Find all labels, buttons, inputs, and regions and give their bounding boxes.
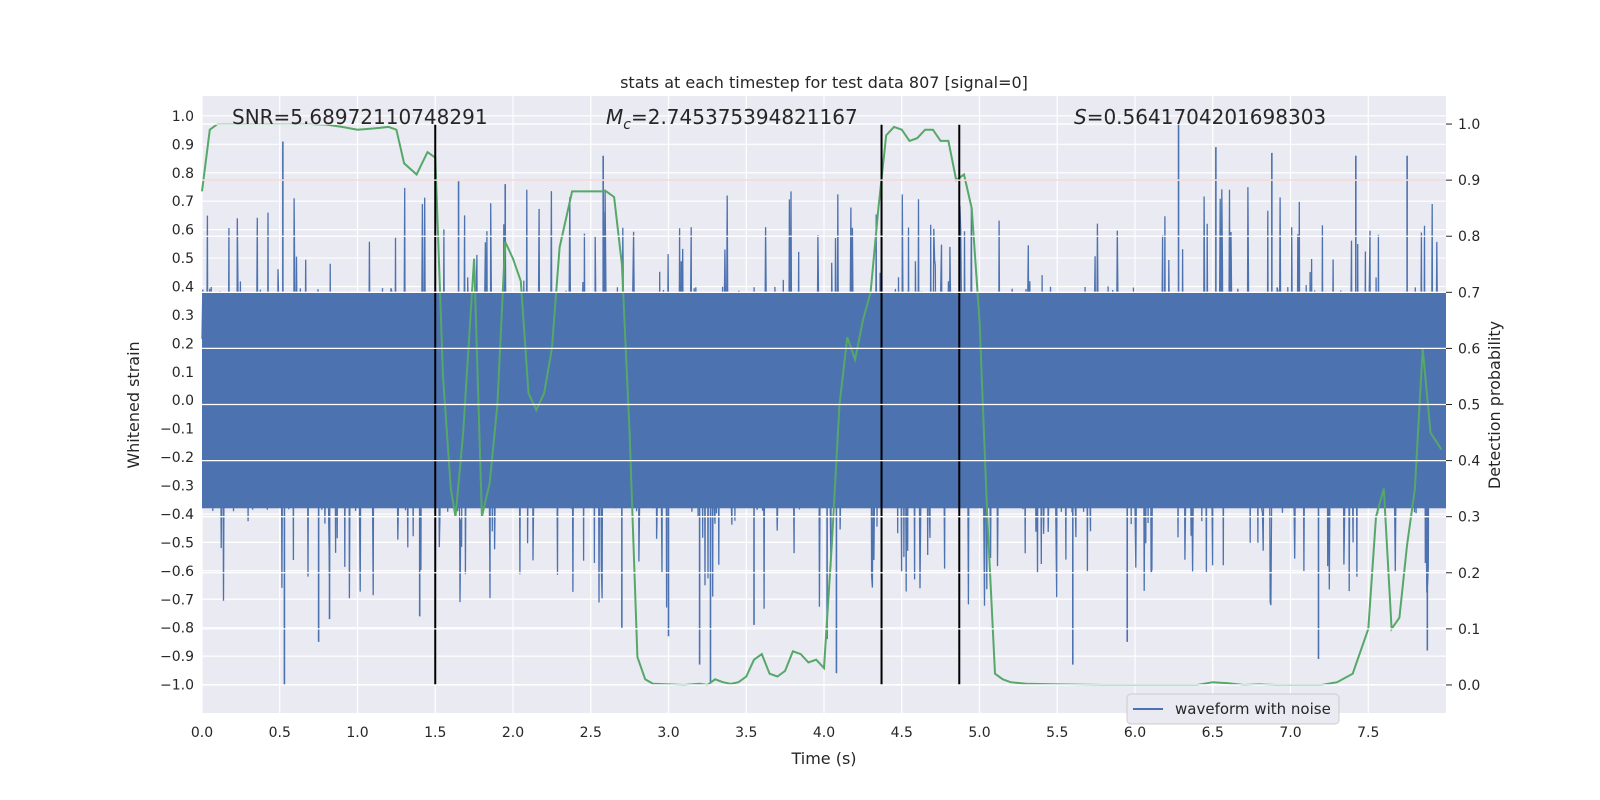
y-axis-left-label: Whitened strain bbox=[124, 341, 143, 468]
x-tick-label: 5.0 bbox=[968, 725, 990, 741]
s-annotation: S=0.5641704201698303 bbox=[1074, 105, 1326, 129]
y-left-tick-label: −0.1 bbox=[160, 422, 194, 438]
snr-annotation: SNR=5.68972110748291 bbox=[232, 105, 488, 129]
y-left-tick-label: −0.8 bbox=[160, 621, 194, 637]
y-left-tick-label: 0.3 bbox=[172, 308, 194, 324]
y-right-tick-label: 0.4 bbox=[1458, 454, 1480, 470]
y-left-tick-label: 0.0 bbox=[172, 393, 194, 409]
y-right-tick-label: 0.3 bbox=[1458, 510, 1480, 526]
chirp-mass-annotation: Mc=2.745375394821167 bbox=[606, 105, 858, 133]
chirp-mass-symbol: M bbox=[606, 105, 623, 129]
y-right-tick-label: 0.8 bbox=[1458, 229, 1480, 245]
y-right-tick-label: 0.2 bbox=[1458, 566, 1480, 582]
y-left-tick-label: −0.9 bbox=[160, 649, 194, 665]
y-right-tick-labels: 1.0 0.9 0.8 0.7 0.6 0.5 0.4 0.3 0.2 0.1 0.0 bbox=[1446, 117, 1480, 694]
y-left-tick-label: 1.0 bbox=[172, 109, 194, 125]
right-axis-gridlines bbox=[202, 123, 1446, 686]
y-right-tick-label: 0.7 bbox=[1458, 285, 1480, 301]
x-tick-label: 6.0 bbox=[1124, 725, 1146, 741]
x-tick-label: 4.5 bbox=[891, 725, 913, 741]
x-tick-label: 0.5 bbox=[269, 725, 291, 741]
y-left-tick-label: 0.4 bbox=[172, 280, 194, 296]
legend-label: waveform with noise bbox=[1175, 700, 1331, 718]
x-axis-label: Time (s) bbox=[790, 749, 856, 768]
y-left-tick-label: −0.6 bbox=[160, 564, 194, 580]
x-tick-label: 2.0 bbox=[502, 725, 524, 741]
probability-series bbox=[201, 123, 1443, 687]
x-tick-label: 3.5 bbox=[735, 725, 757, 741]
y-left-tick-label: −0.5 bbox=[160, 535, 194, 551]
chirp-mass-subscript: c bbox=[623, 117, 631, 133]
y-right-tick-label: 0.5 bbox=[1458, 398, 1480, 414]
x-tick-label: 6.5 bbox=[1202, 725, 1224, 741]
x-tick-label: 1.5 bbox=[424, 725, 446, 741]
y-left-tick-label: 0.8 bbox=[172, 166, 194, 182]
y-left-tick-label: 0.2 bbox=[172, 336, 194, 352]
chart-title: stats at each timestep for test data 807… bbox=[620, 73, 1028, 92]
legend-box bbox=[1126, 693, 1340, 725]
y-left-tick-label: −0.3 bbox=[160, 479, 194, 495]
s-value: =0.5641704201698303 bbox=[1087, 105, 1326, 129]
x-tick-label: 7.5 bbox=[1357, 725, 1379, 741]
x-tick-label: 5.5 bbox=[1046, 725, 1068, 741]
x-tick-label: 2.5 bbox=[580, 725, 602, 741]
x-tick-label: 0.0 bbox=[191, 725, 213, 741]
waveform-series bbox=[201, 124, 1446, 685]
x-tick-label: 7.0 bbox=[1279, 725, 1301, 741]
s-symbol: S bbox=[1074, 105, 1087, 129]
x-tick-label: 3.0 bbox=[657, 725, 679, 741]
y-right-tick-label: 0.9 bbox=[1458, 173, 1480, 189]
y-left-tick-label: −0.2 bbox=[160, 450, 194, 466]
x-tick-label: 4.0 bbox=[813, 725, 835, 741]
x-tick-label: 1.0 bbox=[346, 725, 368, 741]
y-left-tick-label: −0.4 bbox=[160, 507, 194, 523]
y-left-tick-label: −1.0 bbox=[160, 678, 194, 694]
y-left-tick-label: −0.7 bbox=[160, 592, 194, 608]
y-right-tick-label: 1.0 bbox=[1458, 117, 1480, 133]
y-left-tick-label: 0.7 bbox=[172, 194, 194, 210]
y-left-tick-label: 0.1 bbox=[172, 365, 194, 381]
x-tick-labels: 0.0 0.5 1.0 1.5 2.0 2.5 3.0 3.5 4.0 4.5 5.0 5.5 6.0 6… bbox=[191, 725, 1380, 741]
probability-line bbox=[201, 123, 1443, 687]
chirp-mass-value: =2.745375394821167 bbox=[631, 105, 858, 129]
waveform-core bbox=[202, 292, 1446, 509]
y-right-tick-label: 0.1 bbox=[1458, 622, 1480, 638]
y-right-tick-label: 0.0 bbox=[1458, 678, 1480, 694]
y-left-tick-label: 0.9 bbox=[172, 137, 194, 153]
y-left-tick-label: 0.5 bbox=[172, 251, 194, 267]
y-left-tick-label: 0.6 bbox=[172, 223, 194, 239]
y-axis-right-label: Detection probability bbox=[1485, 321, 1504, 489]
y-left-tick-labels: 1.0 0.9 0.8 0.7 0.6 0.5 0.4 0.3 0.2 0.1 0.0 −0.1 −0.… bbox=[160, 109, 194, 694]
legend: waveform with noise bbox=[1126, 693, 1340, 725]
y-right-tick-label: 0.6 bbox=[1458, 341, 1480, 357]
